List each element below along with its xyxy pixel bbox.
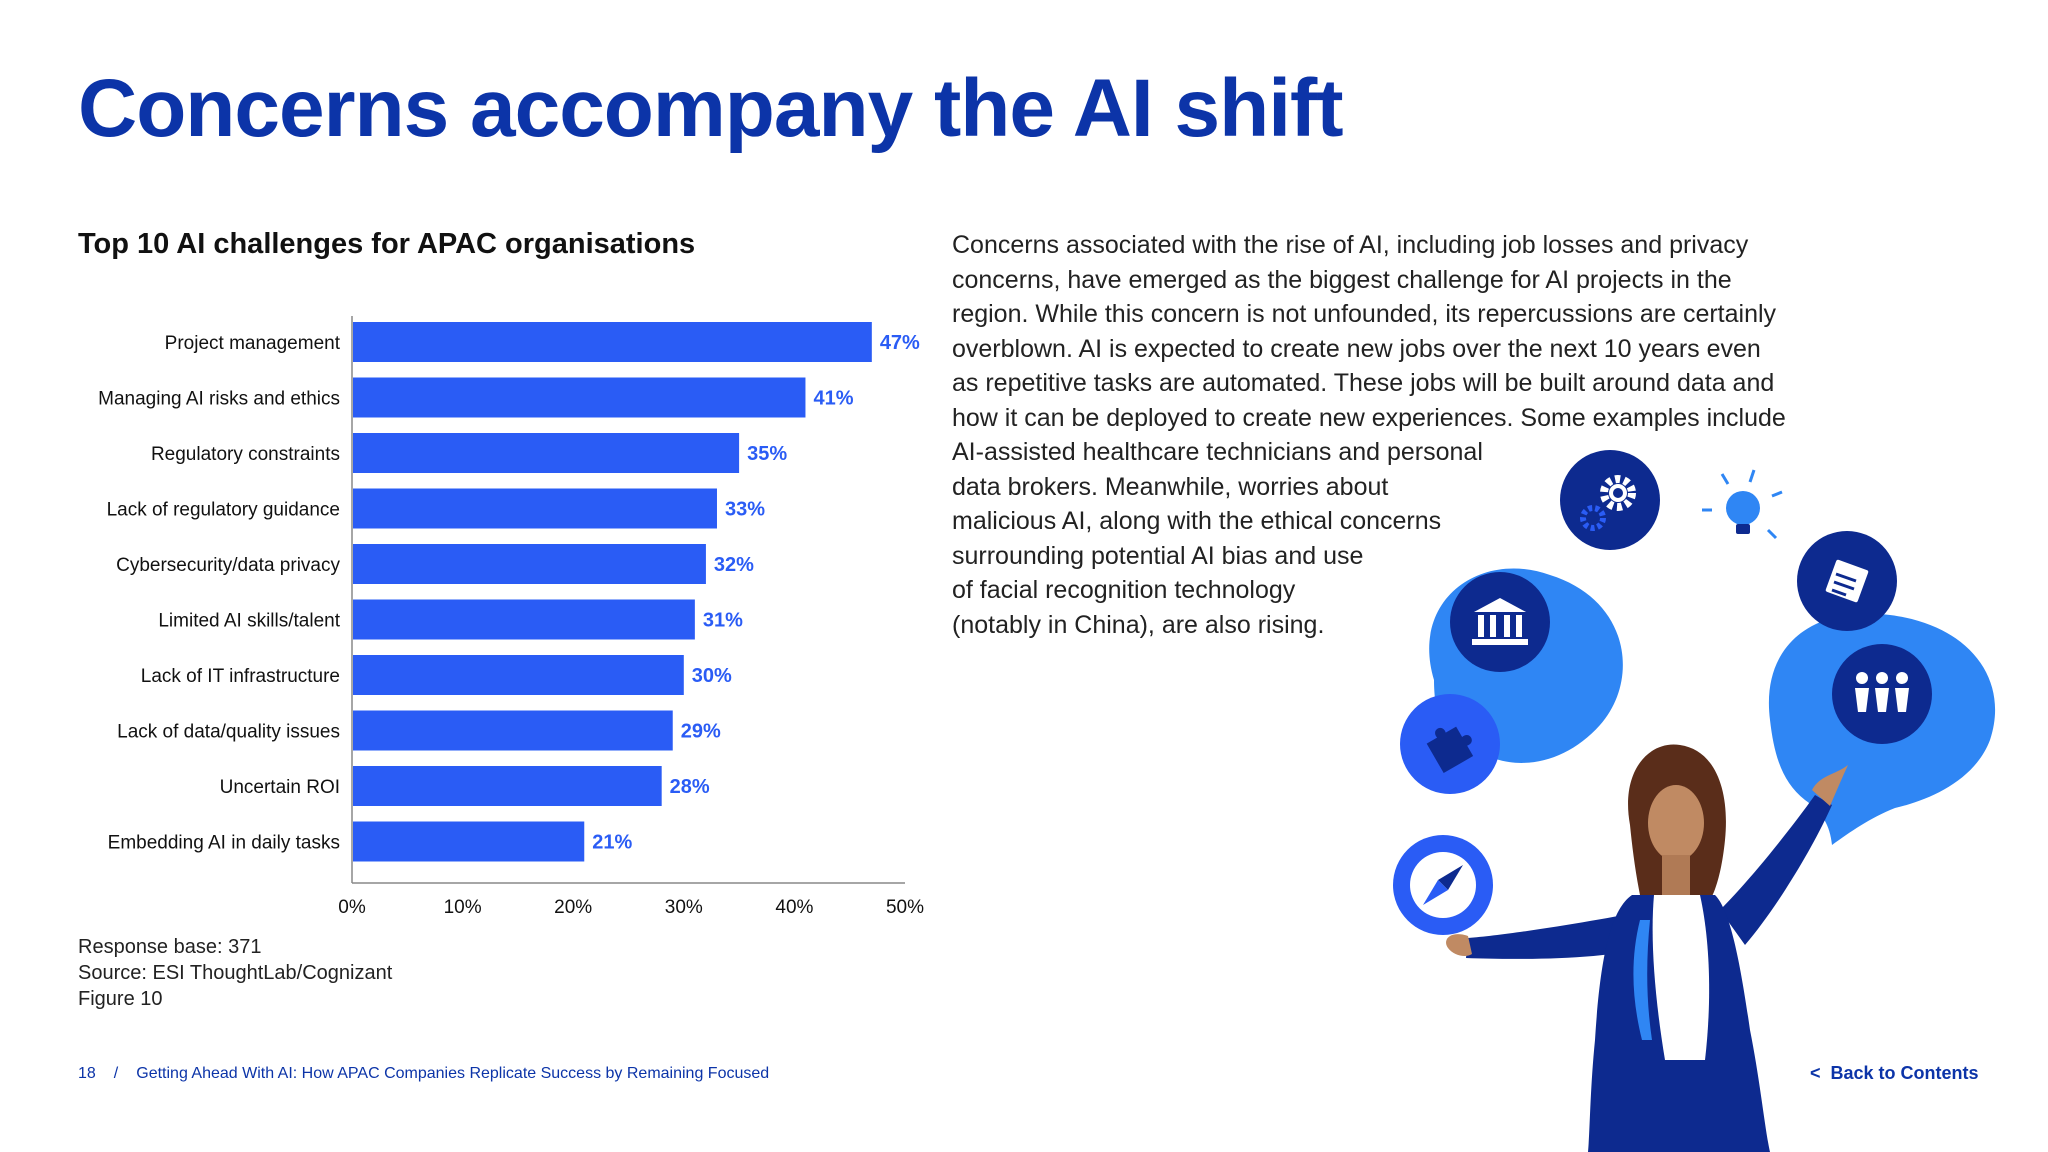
x-tick-label: 30% <box>665 897 703 918</box>
body-line: concerns, have emerged as the biggest ch… <box>952 265 1732 294</box>
source-note: Source: ESI ThoughtLab/Cognizant <box>78 962 393 984</box>
body-line: as repetitive tasks are automated. These… <box>952 369 1775 397</box>
response-base-note: Response base: 371 <box>78 936 262 958</box>
body-line: AI-assisted healthcare technicians and p… <box>952 438 1483 466</box>
category-label: Embedding AI in daily tasks <box>108 833 340 854</box>
chart-notes: Response base: 371 Source: ESI ThoughtLa… <box>78 934 392 1012</box>
puzzle-icon <box>1400 694 1500 794</box>
body-line: data brokers. Meanwhile, worries about <box>952 472 1389 501</box>
bar <box>353 821 585 862</box>
data-label: 21% <box>592 832 632 854</box>
data-label: 35% <box>747 443 787 465</box>
category-label: Limited AI skills/talent <box>158 611 340 632</box>
bar <box>353 488 717 529</box>
x-tick-label: 10% <box>444 897 482 918</box>
category-label: Uncertain ROI <box>220 777 340 798</box>
document-title: Getting Ahead With AI: How APAC Companie… <box>136 1065 770 1082</box>
lightbulb-icon <box>1702 469 1783 540</box>
team-icon <box>1832 644 1932 744</box>
bar <box>353 655 684 695</box>
back-to-contents-link[interactable]: < Back to Contents <box>1810 1063 1979 1084</box>
body-line: (notably in China), are also rising. <box>952 610 1325 639</box>
bar <box>353 377 806 418</box>
category-label: Cybersecurity/data privacy <box>116 555 340 576</box>
category-label: Lack of regulatory guidance <box>107 500 340 521</box>
bar <box>353 766 662 806</box>
data-label: 47% <box>880 332 920 354</box>
back-to-contents-label: Back to Contents <box>1830 1063 1979 1083</box>
page-title: Concerns accompany the AI shift <box>78 63 1344 154</box>
body-line: malicious AI, along with the ethical con… <box>952 507 1442 535</box>
chevron-left-icon: < <box>1810 1063 1821 1083</box>
footer-doc-info: 18 / Getting Ahead With AI: How APAC Compa… <box>78 1065 769 1083</box>
compass-icon <box>1393 835 1493 935</box>
bar-chart: Project management 47% Managing AI risks a… <box>98 316 924 918</box>
x-tick-label: 40% <box>775 897 813 918</box>
category-label: Lack of data/quality issues <box>117 722 340 743</box>
body-line: overblown. AI is expected to create new … <box>952 334 1761 363</box>
category-label: Lack of IT infrastructure <box>141 666 340 687</box>
bank-icon <box>1450 572 1550 672</box>
data-label: 29% <box>681 721 721 743</box>
illustration <box>1393 450 1996 1152</box>
bar <box>353 544 706 584</box>
data-label: 33% <box>725 499 765 521</box>
body-line: how it can be deployed to create new exp… <box>952 403 1786 432</box>
document-icon <box>1797 531 1897 631</box>
category-label: Project management <box>165 333 341 354</box>
body-line: of facial recognition technology <box>952 576 1296 604</box>
category-label: Managing AI risks and ethics <box>98 389 340 410</box>
body-line: surrounding potential AI bias and use <box>952 541 1364 570</box>
category-label: Regulatory constraints <box>151 444 340 465</box>
bar <box>353 322 872 362</box>
data-label: 41% <box>813 388 853 410</box>
x-tick-label: 0% <box>338 897 366 918</box>
chart-title: Top 10 AI challenges for APAC organisati… <box>78 228 696 260</box>
bar <box>353 433 740 473</box>
x-tick-label: 50% <box>886 897 924 918</box>
bar <box>353 599 695 640</box>
data-label: 28% <box>670 776 710 798</box>
page-number: 18 <box>78 1065 96 1082</box>
gear-icon <box>1560 450 1660 550</box>
data-label: 31% <box>703 610 743 632</box>
bar <box>353 710 673 751</box>
footer-separator: / <box>113 1065 119 1082</box>
body-line: Concerns associated with the rise of AI,… <box>952 231 1749 259</box>
woman-figure <box>1446 744 1848 1152</box>
data-label: 32% <box>714 554 754 576</box>
body-paragraph: Concerns associated with the rise of AI,… <box>952 228 1792 642</box>
data-label: 30% <box>692 665 732 687</box>
x-tick-label: 20% <box>554 897 592 918</box>
figure-number: Figure 10 <box>78 988 163 1010</box>
body-line: region. While this concern is not unfoun… <box>952 300 1777 328</box>
